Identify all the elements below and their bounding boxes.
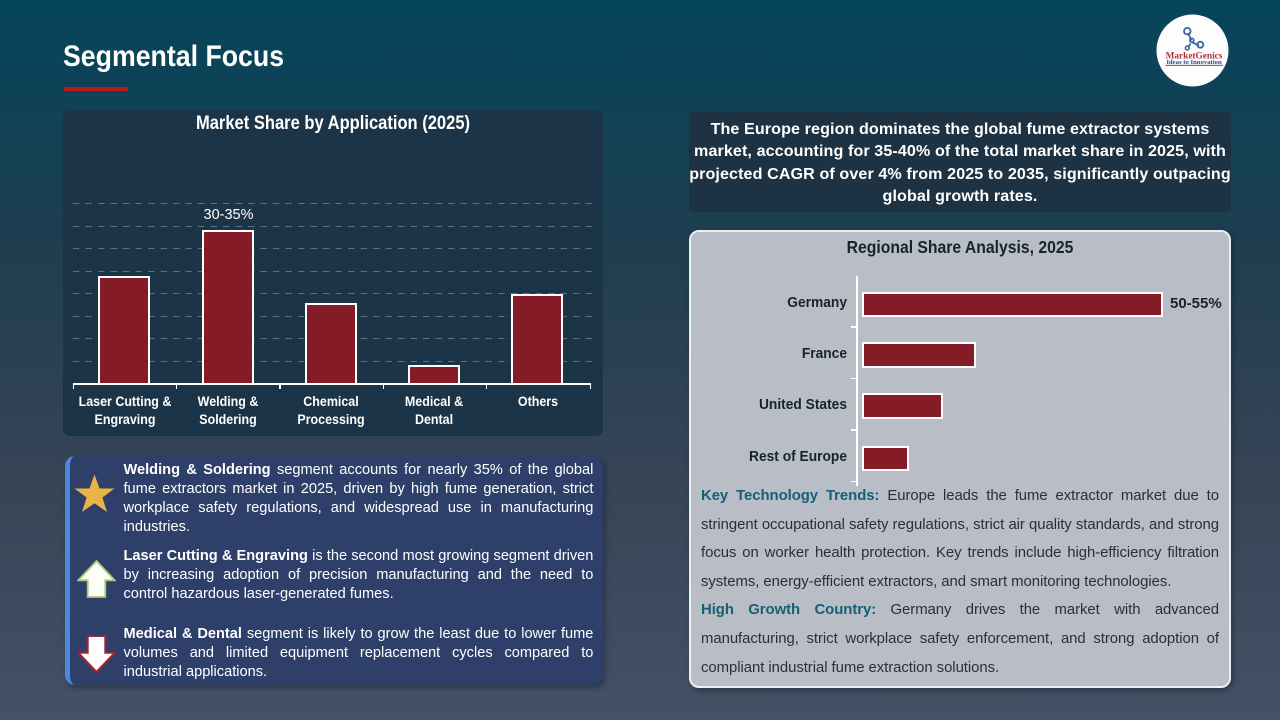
svg-text:Ideas to Innovation: Ideas to Innovation (1166, 59, 1222, 66)
svg-text:MarketGenics: MarketGenics (1166, 51, 1223, 61)
